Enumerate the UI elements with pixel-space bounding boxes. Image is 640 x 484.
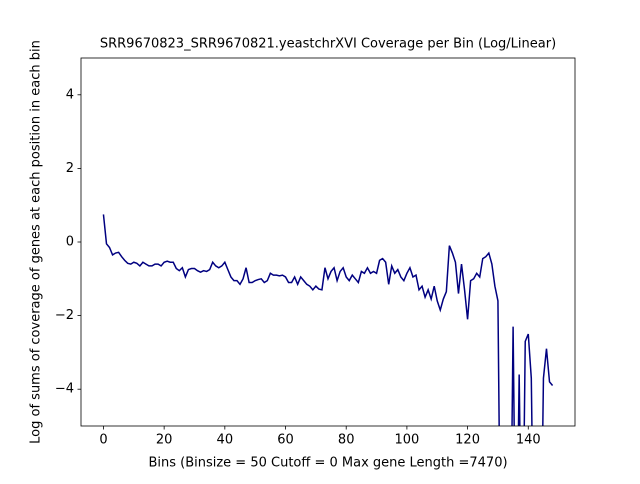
x-tick-label: 60 (277, 433, 294, 448)
x-tick-label: 40 (217, 433, 234, 448)
x-tick-label: 20 (156, 433, 173, 448)
x-axis-label: Bins (Binsize = 50 Cutoff = 0 Max gene L… (148, 456, 507, 471)
y-tick-label: 4 (66, 87, 74, 102)
x-tick-label: 0 (99, 433, 107, 448)
y-tick-label: 2 (66, 161, 74, 176)
x-tick-label: 140 (516, 433, 541, 448)
y-axis-label: Log of sums of coverage of genes at each… (29, 40, 44, 444)
x-tick-label: 80 (338, 433, 355, 448)
chart-title: SRR9670823_SRR9670821.yeastchrXVI Covera… (100, 37, 556, 52)
plot-frame (80, 57, 576, 427)
x-tick-label: 100 (394, 433, 419, 448)
line (102, 214, 554, 426)
x-tick-label: 120 (455, 433, 480, 448)
y-tick-label: −2 (55, 308, 74, 323)
y-tick-label: 0 (66, 235, 74, 250)
y-tick-label: −4 (55, 382, 74, 397)
